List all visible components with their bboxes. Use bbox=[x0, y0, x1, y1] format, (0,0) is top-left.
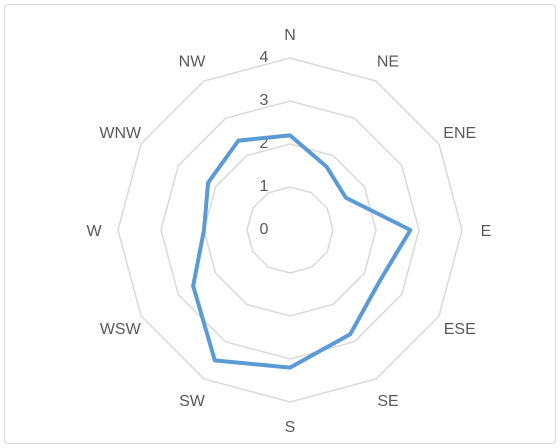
chart-frame bbox=[4, 4, 556, 444]
category-label: W bbox=[86, 223, 102, 240]
category-label: ENE bbox=[443, 125, 476, 142]
category-label: SW bbox=[179, 393, 206, 410]
category-label: E bbox=[481, 223, 492, 240]
grid-ring bbox=[117, 57, 463, 403]
category-label: NW bbox=[179, 53, 207, 70]
grid-ring bbox=[246, 186, 334, 274]
category-label: WSW bbox=[100, 321, 142, 338]
r-tick-label: 3 bbox=[260, 92, 269, 109]
category-label: WNW bbox=[99, 125, 142, 142]
r-tick-label: 4 bbox=[260, 49, 269, 66]
series-line bbox=[191, 133, 413, 370]
category-label: N bbox=[284, 27, 296, 44]
r-tick-label: 0 bbox=[260, 221, 269, 238]
category-label: NE bbox=[377, 53, 399, 70]
category-label: SE bbox=[377, 393, 398, 410]
r-tick-label: 2 bbox=[260, 135, 269, 152]
r-tick-label: 1 bbox=[260, 178, 269, 195]
grid-ring bbox=[160, 100, 420, 360]
grid-ring bbox=[203, 143, 377, 317]
category-label: ESE bbox=[444, 321, 476, 338]
category-label: S bbox=[285, 419, 296, 436]
